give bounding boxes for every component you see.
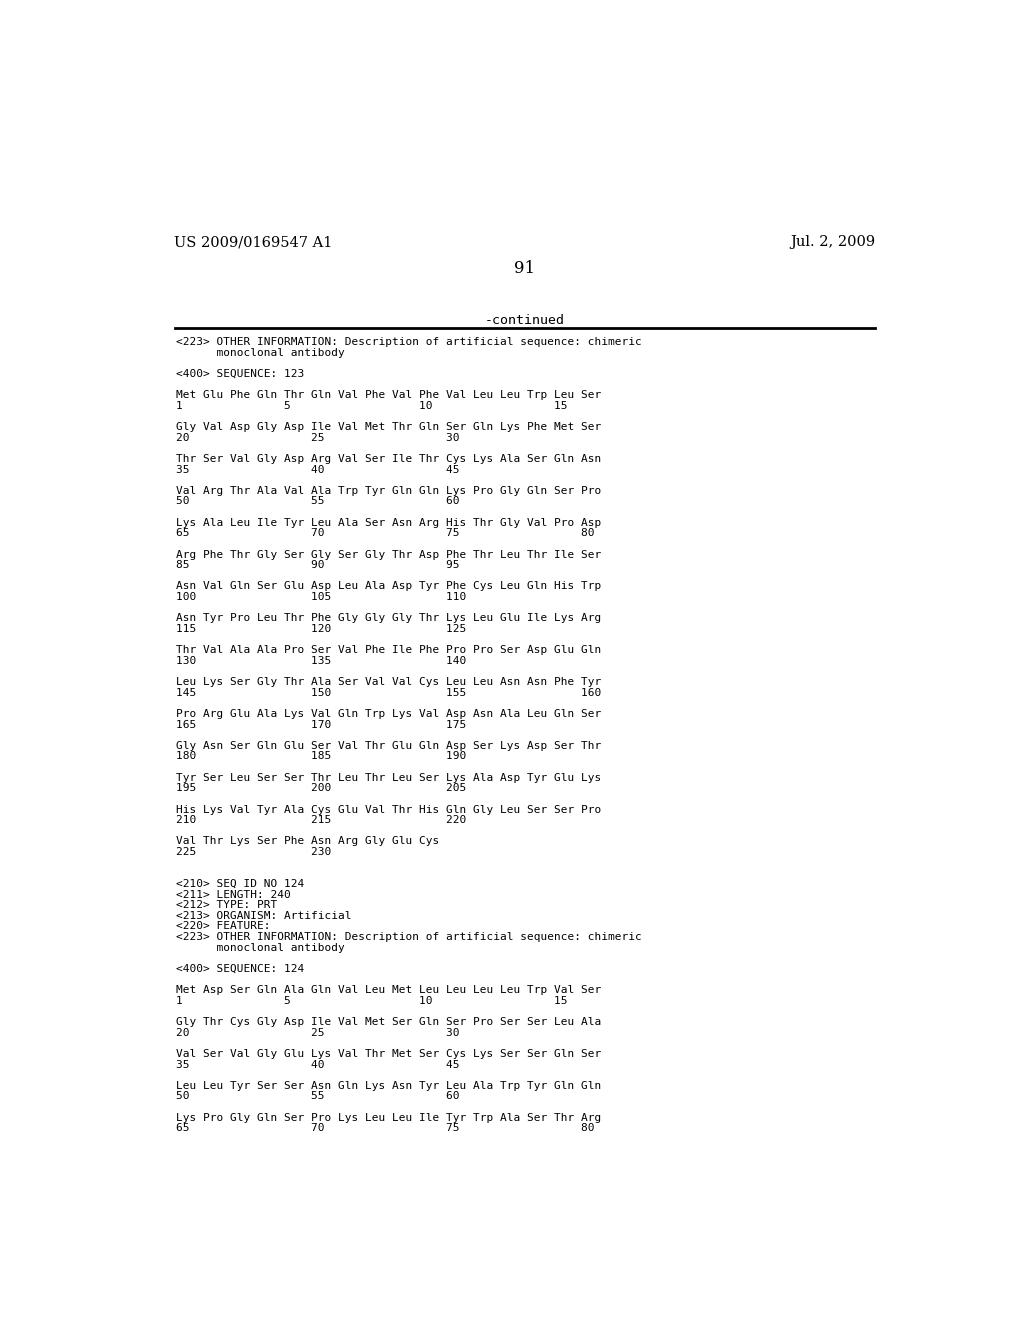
Text: 85                  90                  95: 85 90 95 [176, 560, 460, 570]
Text: 1               5                   10                  15: 1 5 10 15 [176, 995, 567, 1006]
Text: 130                 135                 140: 130 135 140 [176, 656, 466, 665]
Text: Lys Ala Leu Ile Tyr Leu Ala Ser Asn Arg His Thr Gly Val Pro Asp: Lys Ala Leu Ile Tyr Leu Ala Ser Asn Arg … [176, 517, 601, 528]
Text: 115                 120                 125: 115 120 125 [176, 624, 466, 634]
Text: -continued: -continued [484, 314, 565, 327]
Text: 165                 170                 175: 165 170 175 [176, 719, 466, 730]
Text: Val Ser Val Gly Glu Lys Val Thr Met Ser Cys Lys Ser Ser Gln Ser: Val Ser Val Gly Glu Lys Val Thr Met Ser … [176, 1049, 601, 1059]
Text: <400> SEQUENCE: 123: <400> SEQUENCE: 123 [176, 368, 304, 379]
Text: 195                 200                 205: 195 200 205 [176, 783, 466, 793]
Text: monoclonal antibody: monoclonal antibody [176, 347, 345, 358]
Text: 35                  40                  45: 35 40 45 [176, 1060, 460, 1069]
Text: <211> LENGTH: 240: <211> LENGTH: 240 [176, 890, 291, 900]
Text: Val Arg Thr Ala Val Ala Trp Tyr Gln Gln Lys Pro Gly Gln Ser Pro: Val Arg Thr Ala Val Ala Trp Tyr Gln Gln … [176, 486, 601, 496]
Text: monoclonal antibody: monoclonal antibody [176, 942, 345, 953]
Text: 50                  55                  60: 50 55 60 [176, 496, 460, 507]
Text: <212> TYPE: PRT: <212> TYPE: PRT [176, 900, 278, 911]
Text: Leu Lys Ser Gly Thr Ala Ser Val Val Cys Leu Leu Asn Asn Phe Tyr: Leu Lys Ser Gly Thr Ala Ser Val Val Cys … [176, 677, 601, 688]
Text: Pro Arg Glu Ala Lys Val Gln Trp Lys Val Asp Asn Ala Leu Gln Ser: Pro Arg Glu Ala Lys Val Gln Trp Lys Val … [176, 709, 601, 719]
Text: US 2009/0169547 A1: US 2009/0169547 A1 [174, 235, 333, 249]
Text: Met Glu Phe Gln Thr Gln Val Phe Val Phe Val Leu Leu Trp Leu Ser: Met Glu Phe Gln Thr Gln Val Phe Val Phe … [176, 391, 601, 400]
Text: 210                 215                 220: 210 215 220 [176, 816, 466, 825]
Text: Val Thr Lys Ser Phe Asn Arg Gly Glu Cys: Val Thr Lys Ser Phe Asn Arg Gly Glu Cys [176, 837, 439, 846]
Text: 225                 230: 225 230 [176, 847, 332, 857]
Text: 65                  70                  75                  80: 65 70 75 80 [176, 528, 595, 539]
Text: His Lys Val Tyr Ala Cys Glu Val Thr His Gln Gly Leu Ser Ser Pro: His Lys Val Tyr Ala Cys Glu Val Thr His … [176, 805, 601, 814]
Text: <223> OTHER INFORMATION: Description of artificial sequence: chimeric: <223> OTHER INFORMATION: Description of … [176, 337, 642, 347]
Text: Gly Val Asp Gly Asp Ile Val Met Thr Gln Ser Gln Lys Phe Met Ser: Gly Val Asp Gly Asp Ile Val Met Thr Gln … [176, 422, 601, 432]
Text: 1               5                   10                  15: 1 5 10 15 [176, 401, 567, 411]
Text: <213> ORGANISM: Artificial: <213> ORGANISM: Artificial [176, 911, 351, 921]
Text: <210> SEQ ID NO 124: <210> SEQ ID NO 124 [176, 879, 304, 888]
Text: <220> FEATURE:: <220> FEATURE: [176, 921, 270, 932]
Text: Thr Ser Val Gly Asp Arg Val Ser Ile Thr Cys Lys Ala Ser Gln Asn: Thr Ser Val Gly Asp Arg Val Ser Ile Thr … [176, 454, 601, 463]
Text: 20                  25                  30: 20 25 30 [176, 433, 460, 442]
Text: Tyr Ser Leu Ser Ser Thr Leu Thr Leu Ser Lys Ala Asp Tyr Glu Lys: Tyr Ser Leu Ser Ser Thr Leu Thr Leu Ser … [176, 772, 601, 783]
Text: Gly Asn Ser Gln Glu Ser Val Thr Glu Gln Asp Ser Lys Asp Ser Thr: Gly Asn Ser Gln Glu Ser Val Thr Glu Gln … [176, 741, 601, 751]
Text: 65                  70                  75                  80: 65 70 75 80 [176, 1123, 595, 1134]
Text: 180                 185                 190: 180 185 190 [176, 751, 466, 762]
Text: Arg Phe Thr Gly Ser Gly Ser Gly Thr Asp Phe Thr Leu Thr Ile Ser: Arg Phe Thr Gly Ser Gly Ser Gly Thr Asp … [176, 549, 601, 560]
Text: 91: 91 [514, 260, 536, 277]
Text: Gly Thr Cys Gly Asp Ile Val Met Ser Gln Ser Pro Ser Ser Leu Ala: Gly Thr Cys Gly Asp Ile Val Met Ser Gln … [176, 1018, 601, 1027]
Text: Lys Pro Gly Gln Ser Pro Lys Leu Leu Ile Tyr Trp Ala Ser Thr Arg: Lys Pro Gly Gln Ser Pro Lys Leu Leu Ile … [176, 1113, 601, 1123]
Text: Asn Val Gln Ser Glu Asp Leu Ala Asp Tyr Phe Cys Leu Gln His Trp: Asn Val Gln Ser Glu Asp Leu Ala Asp Tyr … [176, 581, 601, 591]
Text: <400> SEQUENCE: 124: <400> SEQUENCE: 124 [176, 964, 304, 974]
Text: 35                  40                  45: 35 40 45 [176, 465, 460, 475]
Text: Thr Val Ala Ala Pro Ser Val Phe Ile Phe Pro Pro Ser Asp Glu Gln: Thr Val Ala Ala Pro Ser Val Phe Ile Phe … [176, 645, 601, 655]
Text: 145                 150                 155                 160: 145 150 155 160 [176, 688, 601, 698]
Text: Leu Leu Tyr Ser Ser Asn Gln Lys Asn Tyr Leu Ala Trp Tyr Gln Gln: Leu Leu Tyr Ser Ser Asn Gln Lys Asn Tyr … [176, 1081, 601, 1090]
Text: Asn Tyr Pro Leu Thr Phe Gly Gly Gly Thr Lys Leu Glu Ile Lys Arg: Asn Tyr Pro Leu Thr Phe Gly Gly Gly Thr … [176, 614, 601, 623]
Text: 100                 105                 110: 100 105 110 [176, 593, 466, 602]
Text: 50                  55                  60: 50 55 60 [176, 1092, 460, 1101]
Text: Jul. 2, 2009: Jul. 2, 2009 [790, 235, 876, 249]
Text: Met Asp Ser Gln Ala Gln Val Leu Met Leu Leu Leu Leu Trp Val Ser: Met Asp Ser Gln Ala Gln Val Leu Met Leu … [176, 985, 601, 995]
Text: <223> OTHER INFORMATION: Description of artificial sequence: chimeric: <223> OTHER INFORMATION: Description of … [176, 932, 642, 942]
Text: 20                  25                  30: 20 25 30 [176, 1028, 460, 1038]
